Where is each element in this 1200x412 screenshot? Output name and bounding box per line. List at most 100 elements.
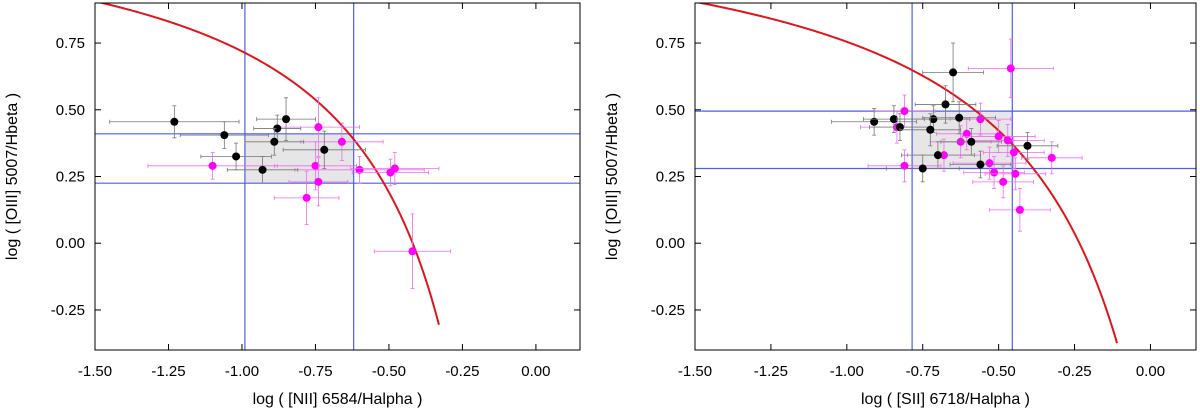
y-tick-label: -0.25 xyxy=(51,302,85,319)
x-axis-label: log ( [NII] 6584/Halpha ) xyxy=(253,391,423,408)
point-marker-magenta xyxy=(900,107,909,116)
point-marker-magenta xyxy=(999,177,1008,186)
y-axis-label: log ( [OIII] 5007/Hbeta ) xyxy=(604,93,621,260)
data-point xyxy=(989,188,1051,232)
point-marker-magenta xyxy=(976,115,985,124)
point-marker-black xyxy=(270,137,279,146)
data-point xyxy=(294,156,425,184)
x-tick-label: 0.00 xyxy=(1136,363,1165,380)
point-marker-magenta xyxy=(985,159,994,168)
data-point xyxy=(869,113,931,141)
point-marker-magenta xyxy=(1003,136,1012,145)
data-point xyxy=(996,132,1059,160)
chart-panel-nii: -1.50 -1.25 -1.00 -0.75 -0.50 -0.25 0.00 -0.25 0… xyxy=(4,2,581,408)
point-marker-black xyxy=(895,123,904,132)
point-marker-magenta xyxy=(990,168,999,177)
point-marker-magenta xyxy=(311,161,320,170)
x-tick-label: 0.00 xyxy=(521,363,550,380)
x-tick-label: -1.25 xyxy=(151,363,185,380)
x-tick-label: -1.50 xyxy=(678,363,712,380)
data-point xyxy=(914,85,977,124)
point-marker-magenta xyxy=(314,177,323,186)
point-marker-black xyxy=(273,124,282,133)
data-point xyxy=(961,120,1036,153)
data-point xyxy=(351,158,430,187)
point-marker-black xyxy=(320,145,329,154)
x-tick-label: -1.50 xyxy=(78,363,112,380)
shaded-region xyxy=(244,133,354,184)
point-marker-magenta xyxy=(994,132,1003,141)
point-marker-magenta xyxy=(408,247,417,256)
point-marker-magenta xyxy=(390,164,399,173)
data-point xyxy=(200,142,272,171)
point-marker-black xyxy=(258,165,267,174)
data-point xyxy=(244,128,305,156)
series-black xyxy=(831,42,1059,183)
x-tick-label: -0.25 xyxy=(445,363,479,380)
data-point xyxy=(922,101,996,135)
point-marker-black xyxy=(918,164,927,173)
series-black xyxy=(109,97,366,184)
x-tick-label: -1.25 xyxy=(754,363,788,380)
y-tick-label: 0.00 xyxy=(56,235,85,252)
data-point xyxy=(350,152,440,185)
x-tick-label: -0.75 xyxy=(906,363,940,380)
x-axis-label: log ( [SII] 6718/Halpha ) xyxy=(861,391,1030,408)
y-tick-label: 0.25 xyxy=(656,169,685,186)
demarcation-curve xyxy=(695,3,1119,344)
data-point xyxy=(282,130,366,169)
point-marker-magenta xyxy=(1047,153,1056,162)
y-tick-label: 0.25 xyxy=(56,169,85,186)
data-point xyxy=(831,108,918,136)
plot-area xyxy=(95,3,580,350)
point-marker-black xyxy=(870,117,879,126)
x-tick-label: -0.50 xyxy=(982,363,1016,380)
y-tick-label: 0.50 xyxy=(656,102,685,119)
y-tick-label: -0.25 xyxy=(651,302,685,319)
data-point xyxy=(373,213,452,290)
point-marker-magenta xyxy=(1009,148,1018,157)
data-point xyxy=(899,113,962,147)
y-tick-label: 0.50 xyxy=(56,102,85,119)
point-marker-black xyxy=(282,115,291,124)
point-marker-magenta xyxy=(1006,64,1015,73)
point-marker-black xyxy=(976,160,985,169)
data-point xyxy=(972,165,1034,199)
point-marker-magenta xyxy=(1011,169,1020,178)
point-marker-magenta xyxy=(302,193,311,202)
point-marker-black xyxy=(889,115,898,124)
point-marker-black xyxy=(933,151,942,160)
data-point xyxy=(983,136,1045,169)
chart-panel-sii: -1.50 -1.25 -1.00 -0.75 -0.50 -0.25 0.00 -0.25 0… xyxy=(604,2,1197,408)
point-marker-black xyxy=(949,68,958,77)
data-point xyxy=(885,154,960,183)
data-point xyxy=(147,152,278,180)
point-marker-black xyxy=(232,152,241,161)
point-marker-black xyxy=(926,125,935,134)
data-point xyxy=(949,150,1012,179)
x-tick-label: -1.00 xyxy=(225,363,259,380)
point-marker-black xyxy=(941,100,950,109)
data-point xyxy=(1021,141,1083,175)
point-marker-magenta xyxy=(355,165,364,174)
point-marker-black xyxy=(967,137,976,146)
x-tick-label: -1.00 xyxy=(830,363,864,380)
point-marker-black xyxy=(1023,141,1032,150)
x-tick-label: -0.25 xyxy=(1057,363,1091,380)
point-marker-magenta xyxy=(337,137,346,146)
point-marker-magenta xyxy=(208,161,217,170)
data-point xyxy=(226,156,299,184)
series-magenta xyxy=(147,97,452,290)
point-marker-black xyxy=(929,115,938,124)
data-point xyxy=(256,97,316,141)
y-tick-label: 0.75 xyxy=(56,35,85,52)
data-point xyxy=(901,141,975,169)
point-marker-magenta xyxy=(1015,205,1024,214)
data-point xyxy=(273,170,340,225)
data-point xyxy=(109,105,240,139)
data-point xyxy=(984,157,1047,191)
point-marker-magenta xyxy=(314,123,323,132)
x-tick-label: -0.75 xyxy=(298,363,332,380)
point-marker-magenta xyxy=(900,161,909,170)
